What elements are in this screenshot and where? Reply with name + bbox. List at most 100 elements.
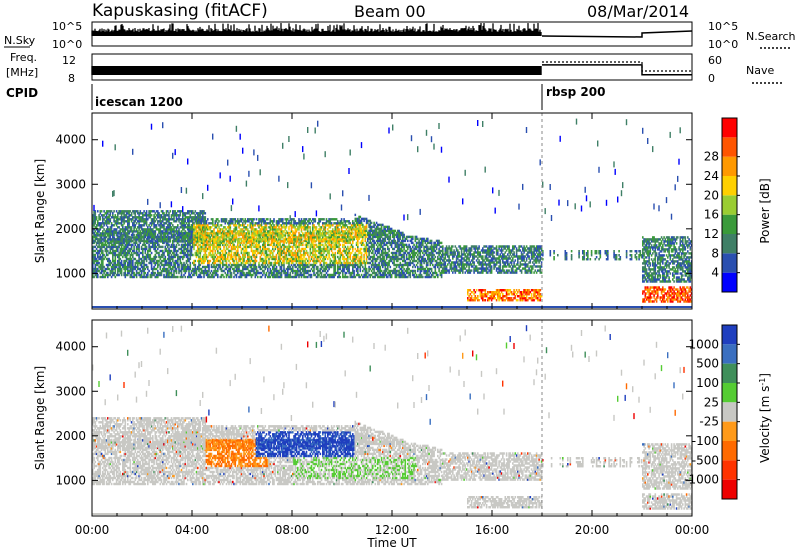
power-cell: [214, 238, 217, 241]
power-cell: [139, 257, 142, 261]
power-cell: [183, 265, 185, 269]
power-cell: [159, 271, 162, 275]
power-scatter: [93, 204, 95, 211]
power-cell: [262, 273, 264, 277]
power-cell: [149, 273, 152, 277]
power-cell: [132, 267, 134, 271]
power-cell: [192, 261, 194, 265]
freq-steps: [542, 61, 692, 72]
power-cell: [147, 230, 149, 233]
power-cell: [175, 218, 178, 221]
power-cell: [177, 226, 179, 229]
power-cell: [110, 241, 113, 245]
power-cell: [128, 269, 130, 273]
power-cell: [220, 236, 223, 239]
power-cell: [269, 222, 272, 225]
power-cell: [165, 230, 168, 233]
power-cell: [207, 240, 209, 243]
power-cell: [99, 236, 102, 239]
power-cell: [215, 263, 218, 267]
power-cell: [289, 236, 292, 239]
power-cell: [117, 271, 119, 275]
power-cell: [223, 247, 225, 251]
power-cell: [270, 239, 273, 243]
power-cell: [132, 218, 134, 221]
power-cell: [154, 230, 157, 233]
power-scatter: [259, 169, 261, 176]
power-cell: [157, 220, 159, 223]
nsearch-label: N.Search: [746, 30, 796, 43]
power-cell: [125, 216, 128, 219]
power-cell: [285, 273, 288, 277]
power-cell: [199, 210, 202, 213]
power-cell: [202, 224, 204, 227]
power-cell: [250, 263, 253, 267]
power-cell: [158, 220, 160, 223]
power-cell: [159, 218, 162, 221]
power-cell: [120, 212, 123, 215]
power-cell: [198, 228, 200, 231]
power-cell: [114, 220, 117, 223]
power-cell: [200, 220, 203, 223]
power-cell: [95, 233, 98, 237]
power-cell: [243, 245, 245, 249]
power-cell: [184, 238, 187, 241]
power-cell: [174, 245, 177, 249]
power-cell: [233, 228, 235, 231]
power-cell: [240, 247, 243, 251]
power-cell: [232, 243, 234, 247]
power-cell: [117, 255, 119, 259]
power-cell: [262, 228, 264, 231]
power-cell: [155, 249, 158, 253]
power-cell: [283, 251, 285, 255]
power-cell: [149, 236, 152, 239]
power-cell: [207, 247, 209, 251]
power-cell: [99, 216, 102, 219]
power-cell: [172, 245, 174, 249]
power-cell: [128, 216, 130, 219]
power-cell: [173, 234, 175, 237]
power-cell: [143, 232, 145, 235]
power-cell: [143, 230, 145, 233]
power-cell: [155, 273, 158, 277]
power-cell: [113, 233, 115, 237]
power-cell: [195, 218, 198, 221]
power-cell: [134, 265, 137, 269]
power-cell: [100, 210, 103, 213]
power-cell: [194, 253, 197, 257]
power-cell: [167, 228, 169, 231]
power-cell: [204, 232, 207, 235]
power-cell: [197, 216, 199, 219]
power-cell: [283, 234, 285, 237]
power-cell: [152, 228, 154, 231]
power-cell: [143, 271, 145, 275]
power-cell: [174, 253, 177, 257]
power-cell: [120, 243, 123, 247]
power-cell: [118, 218, 120, 221]
power-cell: [147, 273, 149, 277]
power-cell: [180, 275, 183, 279]
power-cell: [135, 234, 138, 237]
power-cell: [248, 263, 250, 267]
power-cell: [264, 275, 267, 279]
power-cell: [272, 236, 274, 239]
power-cell: [290, 269, 293, 273]
power-cell: [213, 269, 215, 273]
power-cell: [133, 275, 135, 279]
power-cell: [104, 216, 107, 219]
power-cell: [188, 257, 190, 261]
power-cell: [145, 222, 148, 225]
power-cell: [92, 220, 94, 223]
power-cell: [192, 269, 194, 273]
power-cell: [218, 259, 220, 263]
power-cell: [187, 249, 189, 253]
power-cell: [182, 212, 184, 215]
power-cell: [270, 261, 273, 265]
power-cell: [197, 245, 199, 249]
power-cell: [107, 238, 109, 241]
power-cell: [132, 231, 134, 235]
power-cell: [115, 263, 118, 267]
power-cell: [182, 255, 184, 259]
power-cell: [127, 224, 129, 227]
power-cell: [135, 265, 138, 269]
